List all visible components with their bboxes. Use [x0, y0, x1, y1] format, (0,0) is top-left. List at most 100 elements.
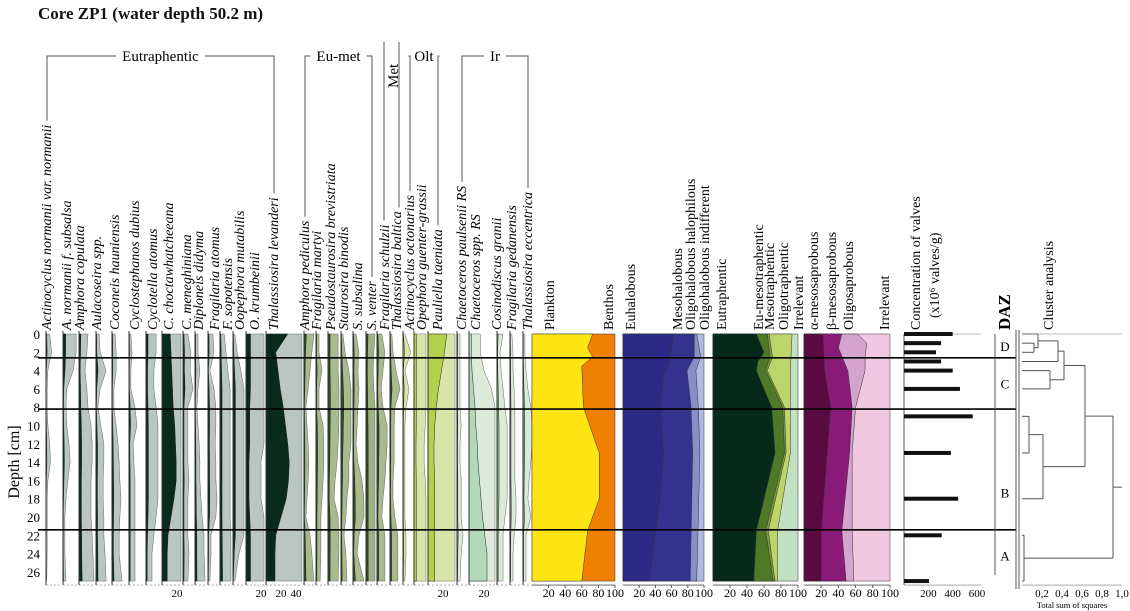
zone-label: D [1000, 339, 1009, 354]
species-tick-label: 20 [438, 588, 450, 600]
species-exaggerated-area [509, 333, 517, 582]
species-abundance-area [427, 333, 448, 582]
species-column [128, 331, 144, 586]
group-label: Ir [490, 49, 500, 65]
species-column: 20 [427, 331, 456, 600]
species-exaggerated-area [62, 333, 77, 582]
panel-series-label: Mesohalobous [671, 248, 686, 330]
concentration-bar [904, 350, 936, 355]
panel-tick-label: 40 [832, 586, 844, 600]
panel-tick-label: 40 [559, 586, 571, 600]
panel-tick-label: 40 [649, 586, 661, 600]
species-exaggerated-area [376, 333, 388, 582]
species-abundance-area [365, 333, 369, 582]
species-label: Cosinodiscus granii [490, 217, 505, 330]
group-bracket: Ir [461, 49, 529, 188]
species-column: 20 [245, 331, 267, 600]
group-label: Eutraphentic [122, 49, 199, 65]
panel-tick-label: 60 [758, 586, 770, 600]
species-exaggerated-area [78, 333, 95, 582]
depth-tick-label: 18 [27, 492, 40, 507]
stacked-area-euhalobous [622, 333, 674, 582]
species-label: Aulacoseira spp. [90, 236, 105, 331]
species-column [509, 331, 521, 586]
species-label: S. subsalina [351, 262, 366, 330]
species-label: Staurosira binodis [337, 226, 352, 330]
group-bracket-line [437, 55, 440, 226]
ecological-panel: 20 40 60 80 100 [803, 333, 899, 600]
species-exaggerated-area [111, 333, 123, 582]
species-column [62, 331, 77, 586]
species-column [194, 331, 206, 586]
species-label: Amphora copulata [73, 225, 88, 331]
species-column [376, 331, 388, 586]
stacked-area--mesosaprobous [803, 333, 831, 582]
ecological-panel: 20 40 60 80 100 [622, 333, 713, 600]
panel-tick-label: 100 [881, 586, 899, 600]
species-tick-label: 40 [291, 588, 303, 600]
species-abundance-area [78, 333, 83, 582]
panel-series-label: Oligohalobous halophilous [684, 179, 699, 330]
concentration-unit: (x10⁶ valves/g) [928, 232, 943, 318]
panel-series-label: Irrelevant [792, 275, 807, 330]
panel-series-label: Benthos [602, 284, 617, 330]
chart-title: Core ZP1 (water depth 50.2 m) [38, 4, 264, 23]
cluster-tick-label: 0,4 [1055, 588, 1069, 600]
species-exaggerated-area [245, 333, 265, 582]
species-label: Thalassiosira baltica [390, 211, 405, 330]
group-bracket: Eu-met [304, 49, 373, 278]
concentration-tick-label: 600 [969, 588, 986, 600]
panel-series-label: Oligosaprobous [842, 241, 857, 330]
concentration-bar [904, 332, 953, 336]
species-abundance-area [145, 333, 149, 582]
cluster-tick-label: 0,6 [1075, 588, 1089, 600]
panel-series-label: Oligohalobous indifferent [698, 185, 713, 330]
species-abundance-area [496, 333, 500, 582]
group-bracket-line [506, 55, 529, 188]
species-label: Actinocyclus normanii var. normanii [40, 125, 55, 331]
species-tick-label: 20 [276, 588, 288, 600]
species-exaggerated-area [522, 333, 533, 582]
ecological-panel: 20 40 60 80 100 [531, 333, 624, 600]
species-tick-label: 20 [172, 588, 184, 600]
species-label: Coconeis hauniensis [108, 214, 123, 330]
depth-tick-label: 6 [34, 382, 41, 397]
species-label: A. normanii f. subsalsa [60, 200, 75, 331]
species-abundance-area [182, 333, 186, 582]
ecological-panel: 20 40 60 80 100 [712, 333, 807, 600]
panel-tick-label: 80 [867, 586, 879, 600]
panel-series-label: Oligotraphentic [777, 242, 792, 330]
species-abundance-area [352, 333, 356, 582]
species-column [327, 331, 340, 586]
concentration-bar [904, 368, 953, 373]
concentration-bar [904, 386, 960, 391]
species-label: Opephora guenter-grassii [415, 184, 430, 330]
depth-tick-label: 10 [27, 419, 40, 434]
concentration-bar [904, 579, 929, 584]
group-bracket-line [461, 55, 484, 182]
species-exaggerated-area [45, 333, 52, 582]
species-label: Diploneis didyma [192, 231, 207, 331]
species-exaggerated-area [303, 333, 315, 582]
species-column [413, 331, 427, 586]
species-label: Pseudostaurosira brevistriata [324, 163, 339, 331]
group-label: Met [386, 63, 402, 88]
zone-title: DAZ [995, 294, 1014, 330]
species-column [303, 331, 315, 586]
concentration-bar [904, 341, 942, 346]
species-column [402, 331, 412, 586]
species-label: Chaetoceros spp. RS [469, 214, 484, 330]
species-column [207, 331, 218, 586]
depth-tick-label: 16 [27, 473, 41, 488]
species-label: Fragilaria atomus [208, 226, 223, 331]
cluster-tick-label: 0,2 [1035, 588, 1049, 600]
species-exaggerated-area [194, 333, 206, 582]
species-abundance-area [303, 333, 307, 582]
depth-tick-label: 26 [27, 565, 41, 580]
concentration-bar [904, 450, 951, 455]
species-label: Chaetoceros paulsenii RS [455, 186, 470, 330]
depth-tick-label: 8 [34, 400, 41, 415]
depth-tick-label: 14 [27, 455, 41, 470]
species-column: 20 40 [265, 331, 303, 600]
